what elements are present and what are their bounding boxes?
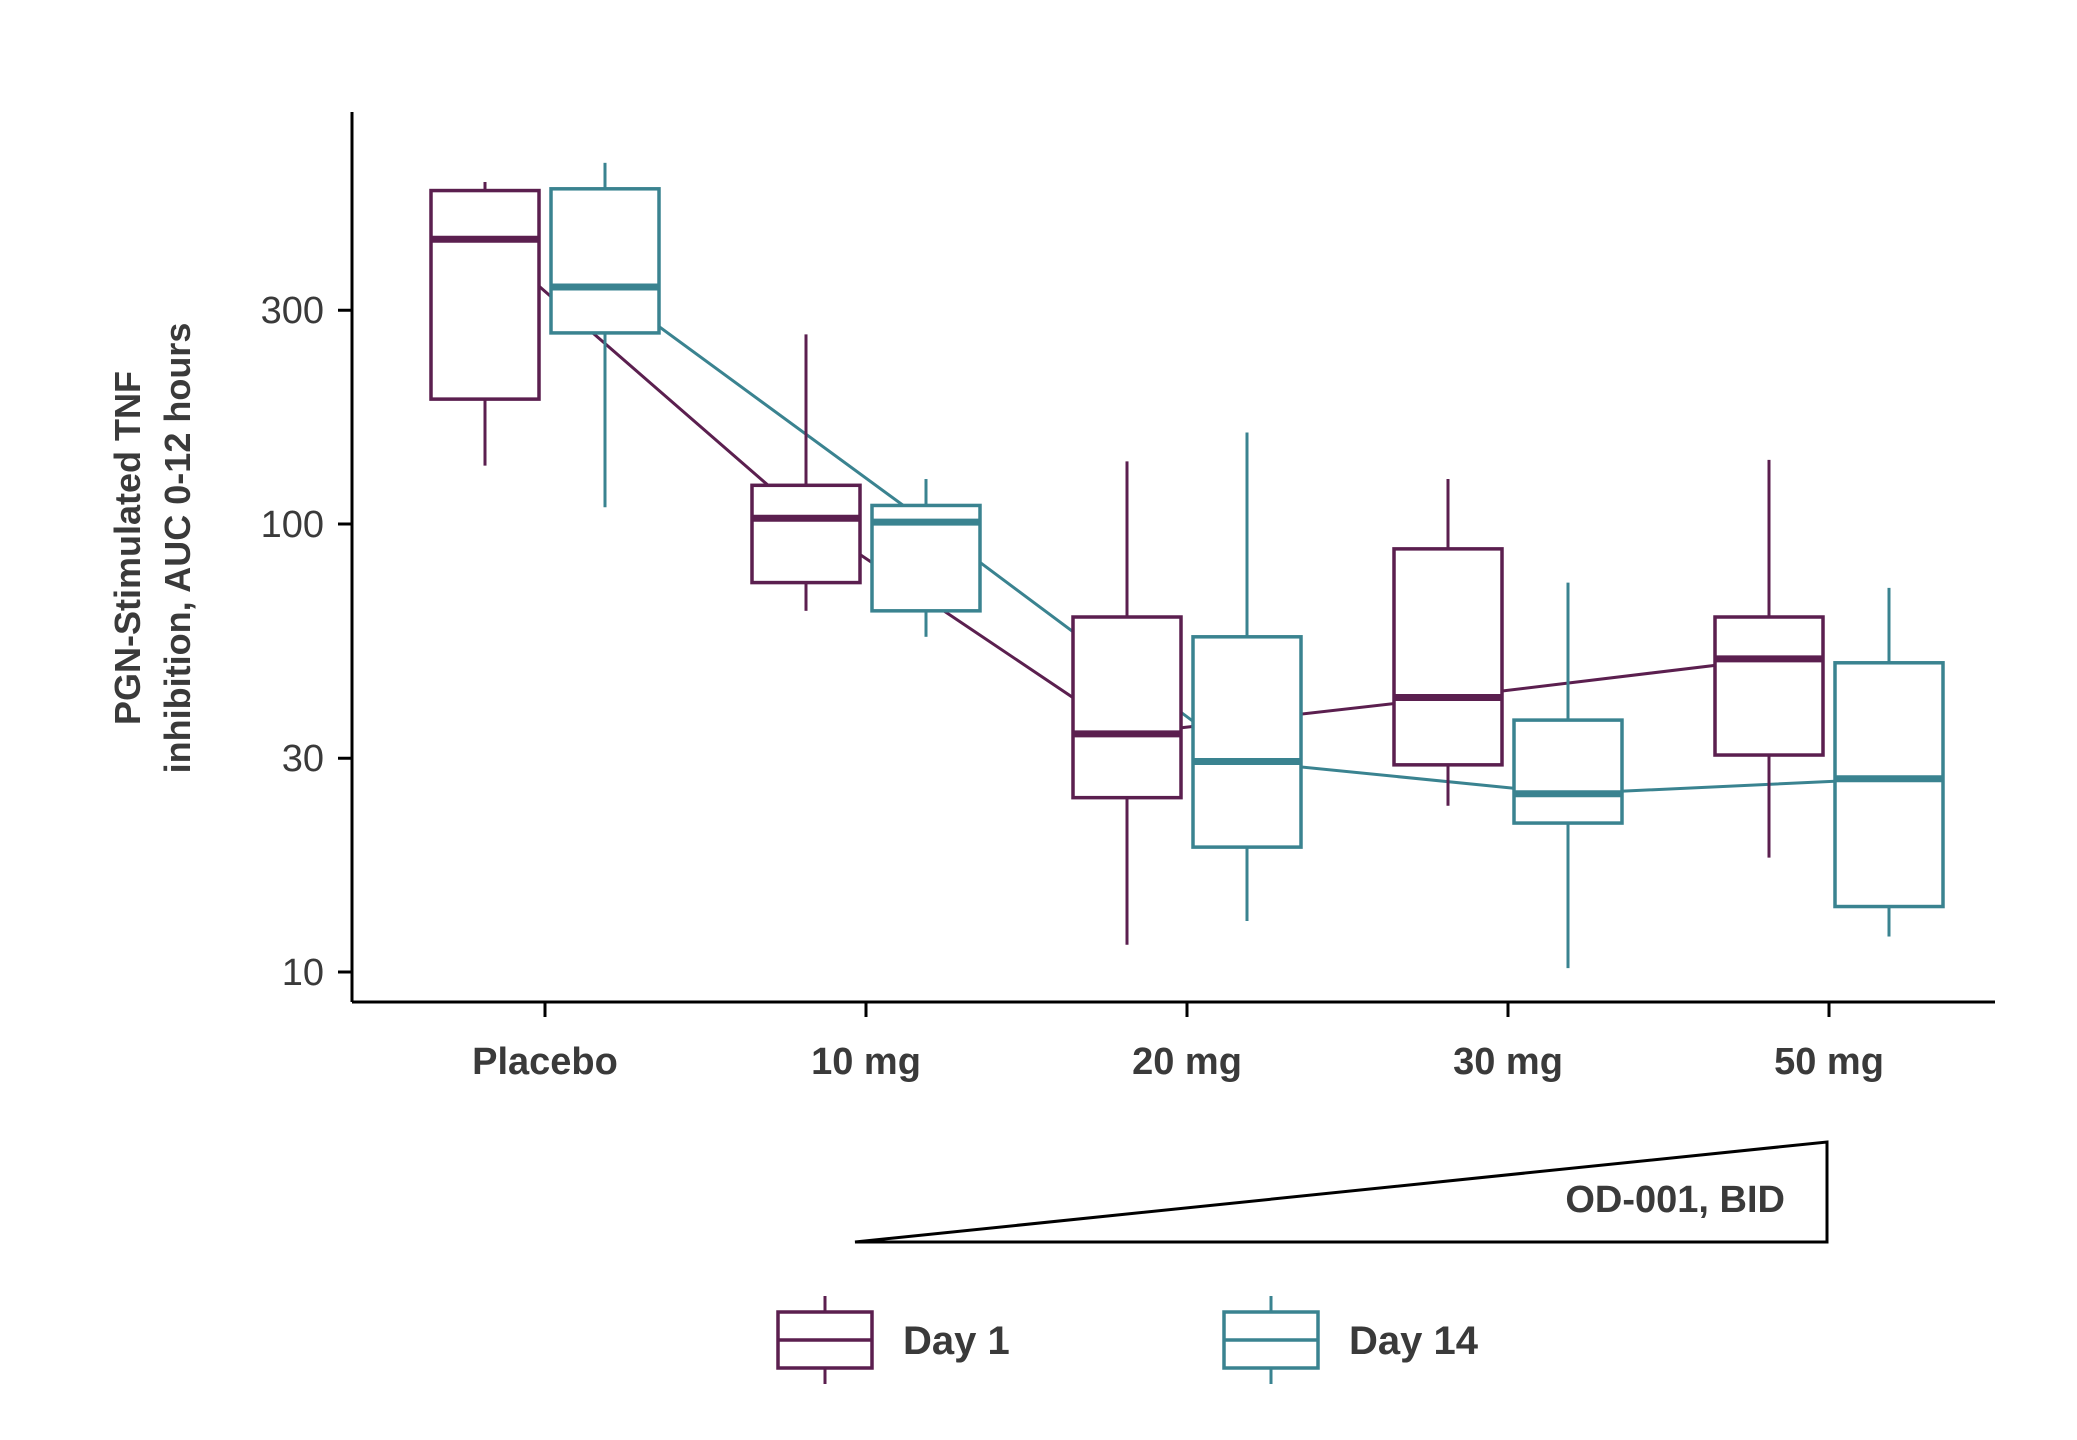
box-day-1-placebo <box>429 181 541 466</box>
x-tick-label: 20 mg <box>1132 1041 1242 1083</box>
box-iqr <box>750 483 862 585</box>
x-tick-label: 10 mg <box>811 1041 921 1083</box>
box-day-1-10-mg <box>750 334 862 611</box>
legend-item-day-14: Day 14 <box>1222 1296 1479 1384</box>
box-iqr <box>1833 661 1945 909</box>
x-tick-label: 30 mg <box>1453 1041 1563 1083</box>
y-tick-label: 30 <box>282 738 324 780</box>
box-iqr <box>1512 718 1624 825</box>
y-axis-title-line-1: PGN-Stimulated TNF <box>107 371 148 725</box>
y-tick-label: 100 <box>261 504 324 546</box>
box-day-14-20-mg <box>1191 432 1303 921</box>
legend-item-day-1: Day 1 <box>776 1296 1010 1384</box>
box-iqr <box>429 188 541 401</box>
box-day-14-placebo <box>549 162 661 508</box>
dose-wedge: OD-001, BID <box>854 1140 1829 1244</box>
box-day-14-30-mg <box>1512 582 1624 969</box>
box-iqr <box>549 187 661 335</box>
y-tick-label: 300 <box>261 290 324 332</box>
box-iqr <box>1713 615 1825 757</box>
x-tick-label: Placebo <box>472 1041 618 1083</box>
dose-wedge-label: OD-001, BID <box>1565 1179 1785 1221</box>
dose-wedge-triangle <box>854 1140 1829 1244</box>
box-day-14-10-mg <box>870 479 982 637</box>
box-day-1-50-mg <box>1713 459 1825 858</box>
legend: Day 1 Day 14 <box>776 1296 1479 1384</box>
box-day-14-50-mg <box>1833 587 1945 937</box>
box-groups <box>429 162 1945 969</box>
legend-label: Day 1 <box>903 1319 1010 1363</box>
x-tick-label: 50 mg <box>1774 1041 1884 1083</box>
box-day-1-20-mg <box>1071 461 1183 945</box>
y-axis-title-line-2: inhibition, AUC 0-12 hours <box>157 323 198 774</box>
median-connector-lines <box>484 238 1890 796</box>
box-day-1-30-mg <box>1392 479 1504 806</box>
axes: 10 30 100 300 Placebo 10 mg 20 mg 30 mg 50 mg <box>261 112 1995 1083</box>
box-iqr <box>1191 635 1303 849</box>
box-iqr <box>1392 547 1504 767</box>
y-axis-title: PGN-Stimulated TNF inhibition, AUC 0-12 … <box>107 323 198 774</box>
box-iqr <box>1071 615 1183 800</box>
legend-label: Day 14 <box>1349 1319 1479 1363</box>
y-tick-label: 10 <box>282 952 324 994</box>
